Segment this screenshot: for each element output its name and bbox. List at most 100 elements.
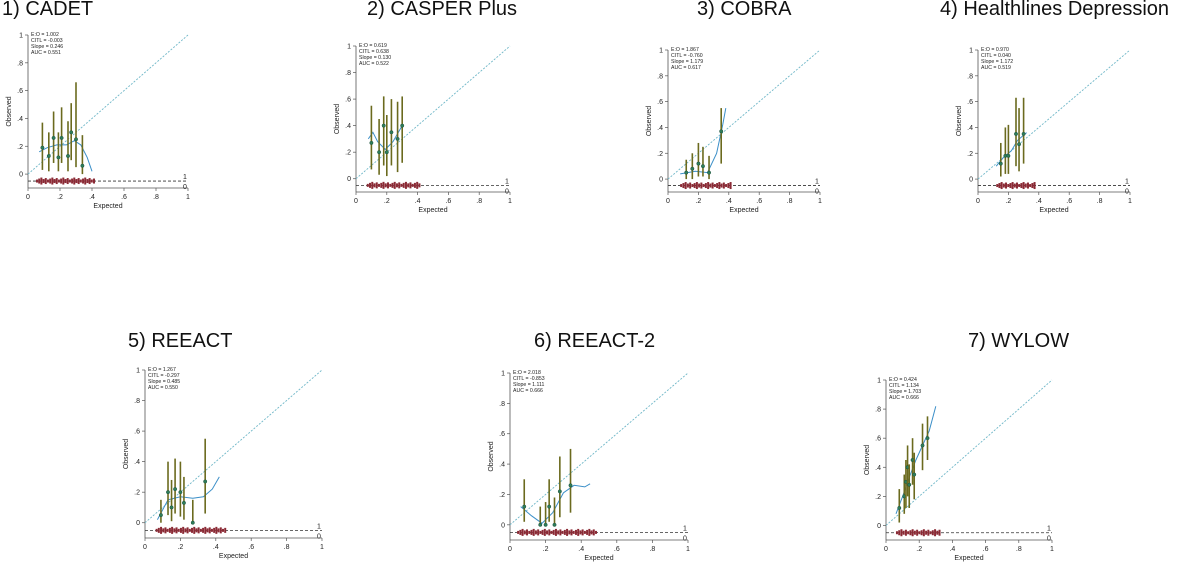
calibration-plot: 0 .2 .4 .6 .8 1 0 .2 .4 .6 .8 1 Expected Observed 1 0 E:…: [6, 32, 190, 210]
y-tick-label: .4: [134, 459, 140, 466]
x-tick-label: 0: [666, 198, 670, 205]
calibration-panel-casper-plus: 2) CASPER Plus 0 .2 .4 .6 .8 1 0 .2 .4 .6 .8 1 Expec…: [320, 0, 550, 225]
x-tick-label: .6: [121, 194, 127, 201]
rug-mark: [1022, 182, 1025, 190]
x-tick-label: .2: [57, 194, 63, 201]
group-point: [538, 522, 543, 527]
x-tick-label: 1: [508, 198, 512, 205]
group-point: [696, 161, 701, 166]
group-point: [907, 482, 912, 487]
group-point: [1021, 131, 1026, 136]
y-tick-label: .2: [134, 490, 140, 497]
rug-label-1: 1: [317, 523, 321, 530]
group-point: [369, 140, 374, 145]
group-point: [395, 136, 400, 141]
stat-text: CITL = 0.638: [359, 49, 389, 55]
y-tick-label: .6: [17, 88, 23, 95]
rug-mark: [407, 183, 410, 188]
group-point: [1014, 131, 1018, 136]
x-axis-title: Expected: [219, 553, 248, 560]
x-tick-label: .4: [949, 546, 955, 553]
y-tick-label: .8: [134, 398, 140, 405]
rug-mark: [541, 529, 544, 535]
rug-mark: [184, 528, 187, 533]
rug-mark: [682, 183, 685, 189]
panel-title: 7) WYLOW: [968, 330, 1070, 352]
rug-label-1: 1: [505, 178, 509, 185]
rug-mark: [53, 179, 56, 184]
y-axis-title: Observed: [956, 106, 963, 136]
x-tick-label: 1: [818, 198, 822, 205]
rug-mark: [554, 528, 557, 536]
y-tick-label: 1: [347, 44, 351, 51]
y-tick-label: 1: [659, 48, 663, 55]
rug-mark: [588, 528, 591, 536]
rug-mark: [909, 530, 912, 536]
rug-mark: [579, 530, 582, 535]
rug-mark: [590, 530, 593, 535]
rug-mark: [221, 528, 224, 532]
rug-mark: [40, 177, 43, 185]
x-tick-label: 0: [354, 198, 358, 205]
x-tick-label: .4: [213, 544, 219, 551]
rug-mark: [534, 530, 537, 535]
rug-mark: [1002, 183, 1005, 188]
rug-mark: [572, 530, 575, 534]
y-tick-label: .2: [875, 494, 881, 501]
rug-mark: [1029, 184, 1032, 188]
group-point: [74, 137, 78, 142]
rug-mark: [922, 529, 925, 537]
rug-mark: [583, 530, 586, 534]
stat-text: AUC = 0.666: [889, 395, 919, 401]
rug-mark: [177, 528, 180, 532]
rug-mark: [82, 178, 85, 184]
y-tick-label: .8: [875, 407, 881, 414]
rug-mark: [366, 183, 369, 187]
group-point: [1006, 153, 1011, 158]
y-axis-title: Observed: [864, 445, 871, 475]
reference-diagonal: [509, 372, 689, 526]
rug-mark: [709, 183, 712, 188]
rug-label-1: 1: [1125, 179, 1129, 186]
group-point: [384, 150, 389, 155]
stat-text: Slope = 0.246: [31, 44, 63, 50]
x-tick-label: .8: [787, 198, 793, 205]
y-tick-label: .8: [499, 401, 505, 408]
group-point: [158, 513, 163, 518]
rug-mark: [900, 529, 903, 537]
panel-title: 4) Healthlines Depression: [940, 0, 1170, 20]
group-point: [80, 163, 85, 168]
rug-mark: [895, 531, 898, 535]
reference-diagonal: [667, 49, 821, 180]
y-tick-label: .6: [875, 436, 881, 443]
x-tick-label: .8: [284, 544, 290, 551]
rug-mark: [911, 529, 914, 537]
y-tick-label: 0: [501, 522, 505, 529]
rug-mark: [720, 183, 723, 188]
rug-mark: [931, 530, 934, 536]
stat-text: AUC = 0.550: [148, 385, 178, 391]
y-tick-label: .4: [499, 462, 505, 469]
rug-mark: [413, 182, 416, 188]
rug-mark: [210, 528, 213, 532]
calibration-panel-reeact: 5) REEACT 0 .2 .4 .6 .8 1 0 .2 .4 .6 .8 1 Expected Ob…: [100, 330, 330, 575]
group-point: [203, 479, 208, 484]
y-tick-label: .4: [657, 125, 663, 132]
rug-mark: [1033, 182, 1036, 190]
y-tick-label: 1: [969, 48, 973, 55]
stat-text: Slope = 1.111: [513, 382, 545, 388]
rug-mark: [60, 178, 63, 184]
y-tick-label: .8: [967, 73, 973, 80]
rug-mark: [577, 528, 580, 536]
rug-mark: [916, 529, 919, 536]
rug-mark: [700, 182, 703, 189]
rug-mark: [411, 183, 414, 187]
smooth-calibration-curve: [156, 476, 220, 520]
rug-mark: [217, 528, 220, 533]
group-point: [557, 489, 562, 494]
group-point: [46, 154, 51, 158]
rug-mark: [563, 529, 566, 535]
rug-mark: [1005, 182, 1008, 189]
stat-text: E:O = 1.002: [31, 32, 59, 38]
rug-mark: [568, 530, 571, 535]
